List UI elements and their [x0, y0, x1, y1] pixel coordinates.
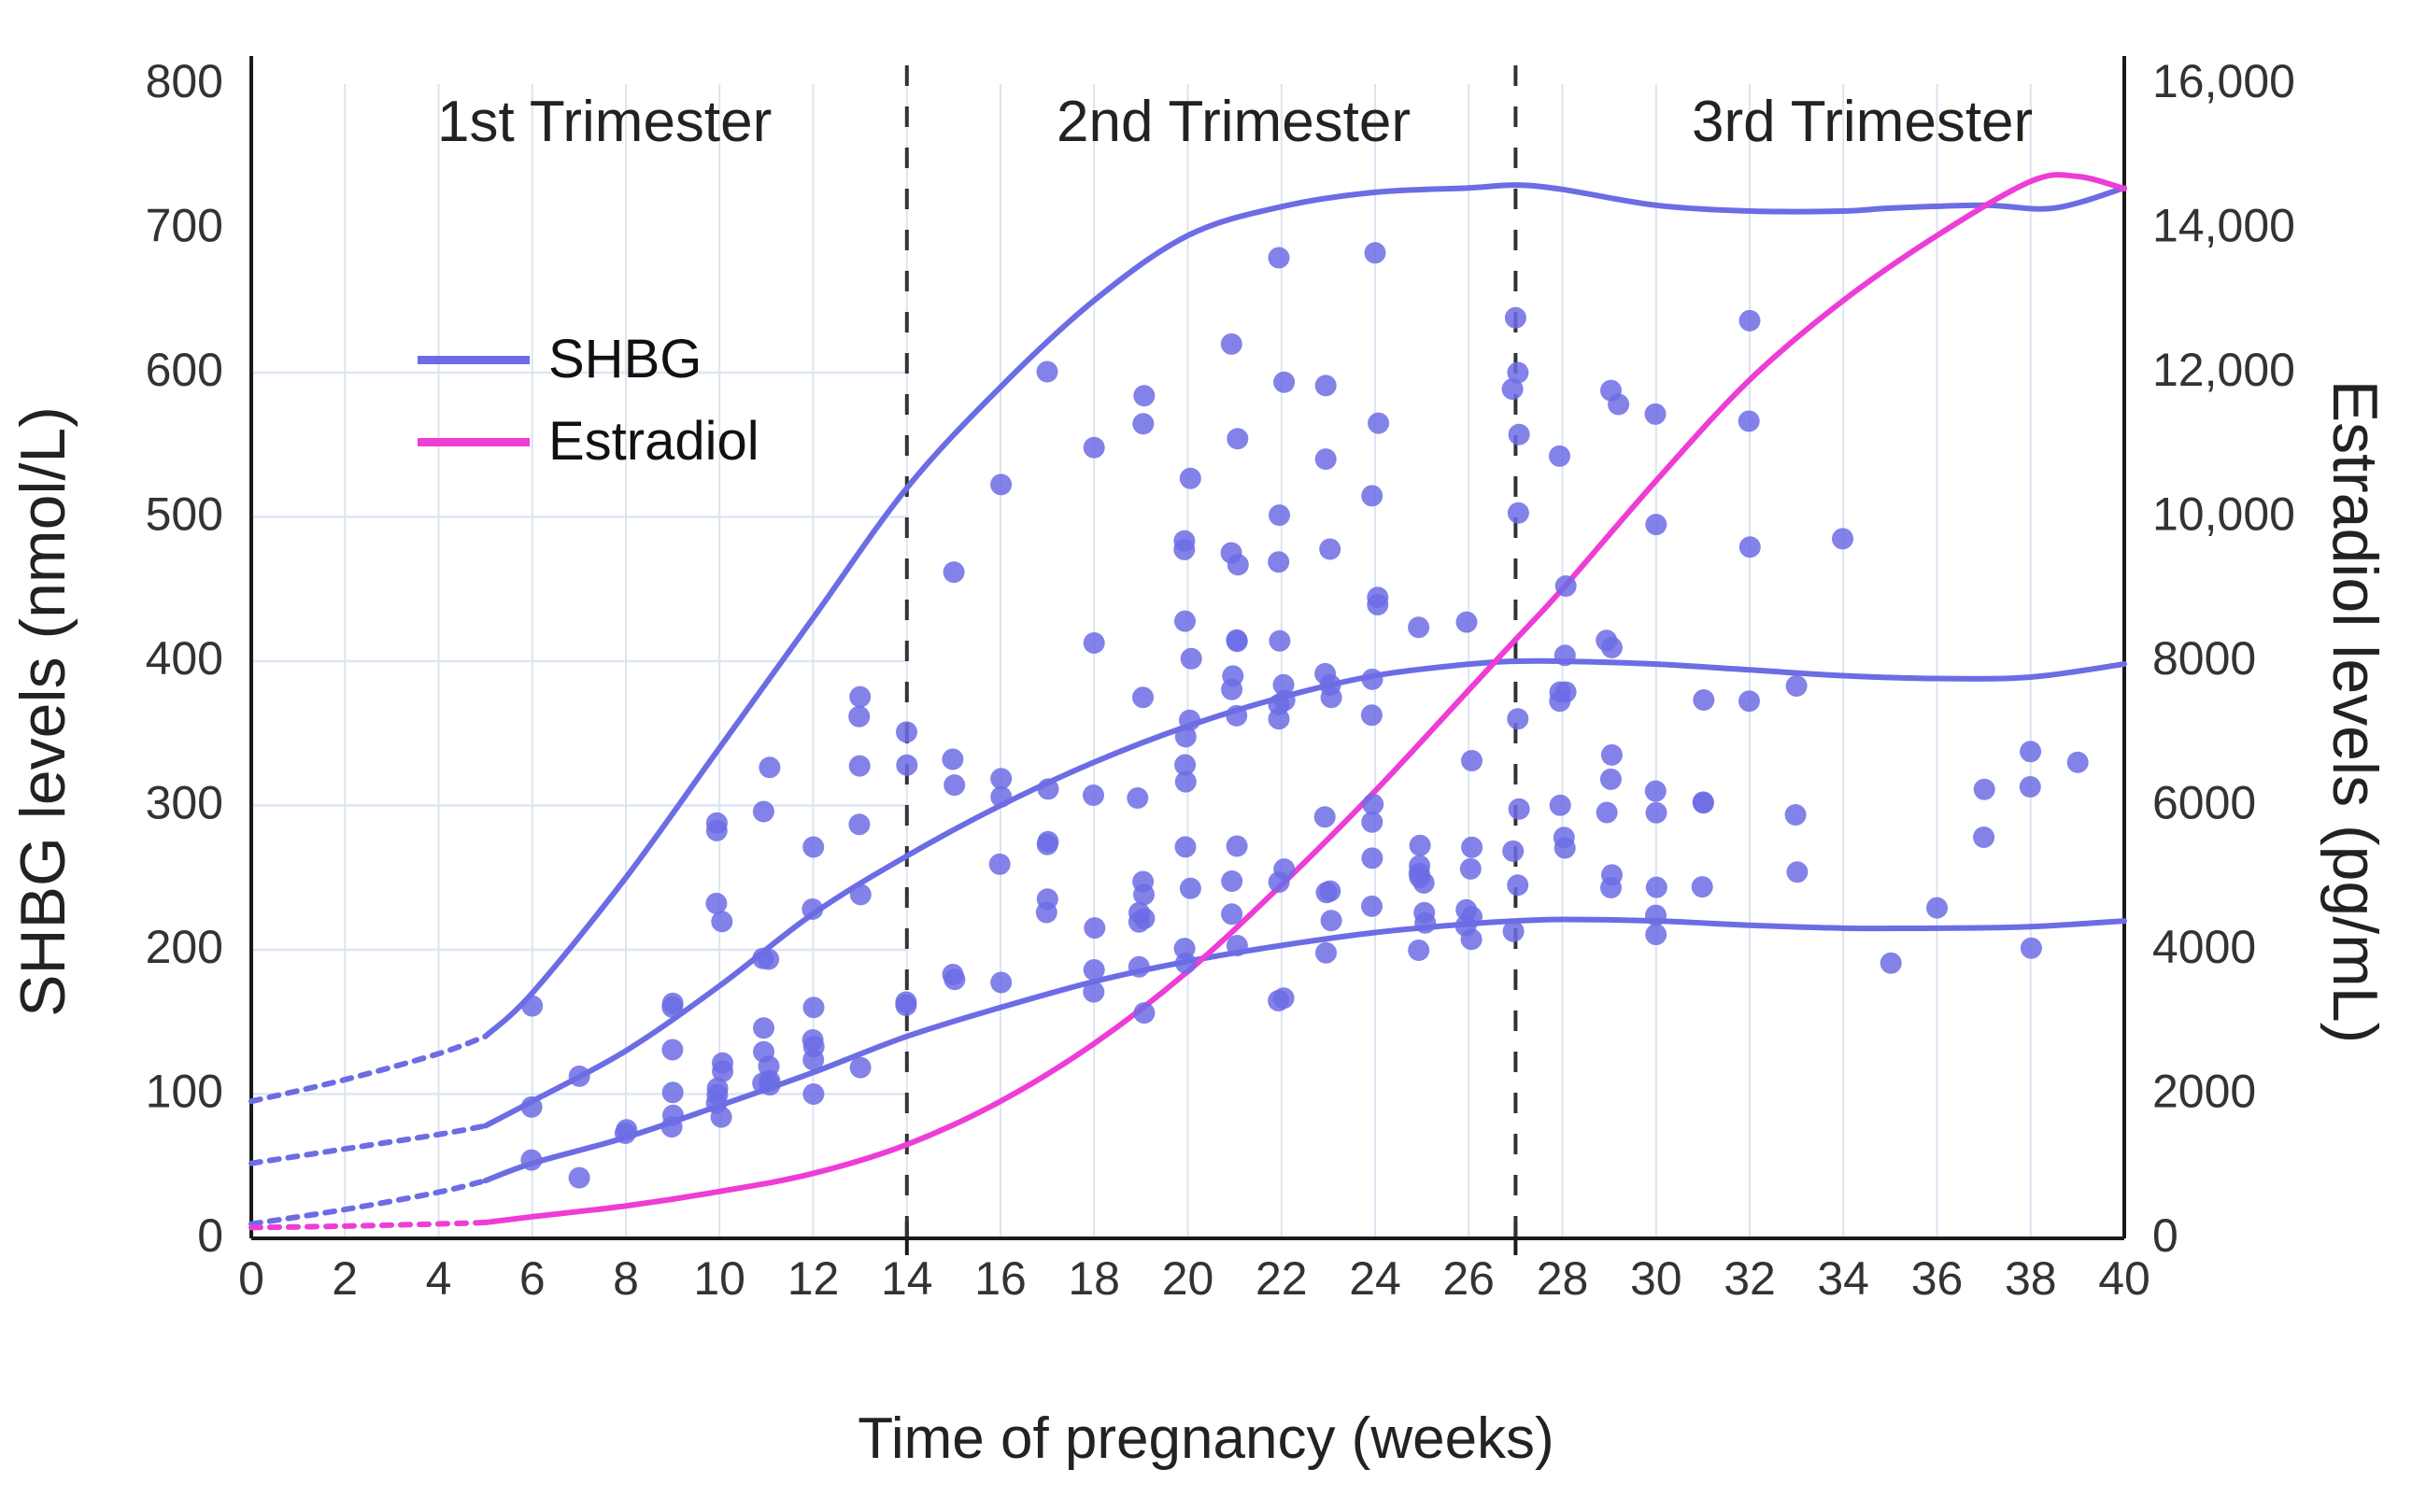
svg-text:12,000: 12,000	[2152, 344, 2295, 396]
svg-text:300: 300	[146, 777, 223, 829]
svg-text:14,000: 14,000	[2152, 200, 2295, 252]
svg-text:0: 0	[238, 1252, 264, 1305]
svg-text:6000: 6000	[2152, 777, 2256, 829]
svg-text:4: 4	[426, 1252, 452, 1305]
svg-text:2: 2	[332, 1252, 358, 1305]
svg-text:40: 40	[2098, 1252, 2150, 1305]
svg-text:8: 8	[613, 1252, 639, 1305]
svg-text:20: 20	[1162, 1252, 1214, 1305]
svg-text:16,000: 16,000	[2152, 55, 2295, 107]
svg-text:10: 10	[693, 1252, 745, 1305]
svg-text:0: 0	[197, 1209, 223, 1262]
svg-text:8000: 8000	[2152, 632, 2256, 685]
svg-text:6: 6	[519, 1252, 546, 1305]
svg-text:30: 30	[1630, 1252, 1682, 1305]
svg-text:200: 200	[146, 921, 223, 973]
svg-text:500: 500	[146, 488, 223, 541]
svg-text:2000: 2000	[2152, 1066, 2256, 1118]
svg-text:4000: 4000	[2152, 921, 2256, 973]
svg-text:800: 800	[146, 55, 223, 107]
svg-text:0: 0	[2152, 1209, 2178, 1262]
svg-text:16: 16	[974, 1252, 1027, 1305]
svg-text:28: 28	[1537, 1252, 1589, 1305]
svg-text:600: 600	[146, 344, 223, 396]
svg-text:32: 32	[1724, 1252, 1776, 1305]
svg-text:14: 14	[881, 1252, 933, 1305]
svg-text:700: 700	[146, 200, 223, 252]
svg-text:38: 38	[2005, 1252, 2057, 1305]
svg-text:36: 36	[1911, 1252, 1964, 1305]
svg-text:12: 12	[787, 1252, 840, 1305]
svg-text:18: 18	[1068, 1252, 1120, 1305]
svg-text:34: 34	[1817, 1252, 1869, 1305]
svg-text:400: 400	[146, 632, 223, 685]
svg-text:26: 26	[1442, 1252, 1495, 1305]
svg-text:22: 22	[1256, 1252, 1308, 1305]
svg-text:24: 24	[1349, 1252, 1401, 1305]
svg-text:100: 100	[146, 1066, 223, 1118]
svg-text:10,000: 10,000	[2152, 488, 2295, 541]
